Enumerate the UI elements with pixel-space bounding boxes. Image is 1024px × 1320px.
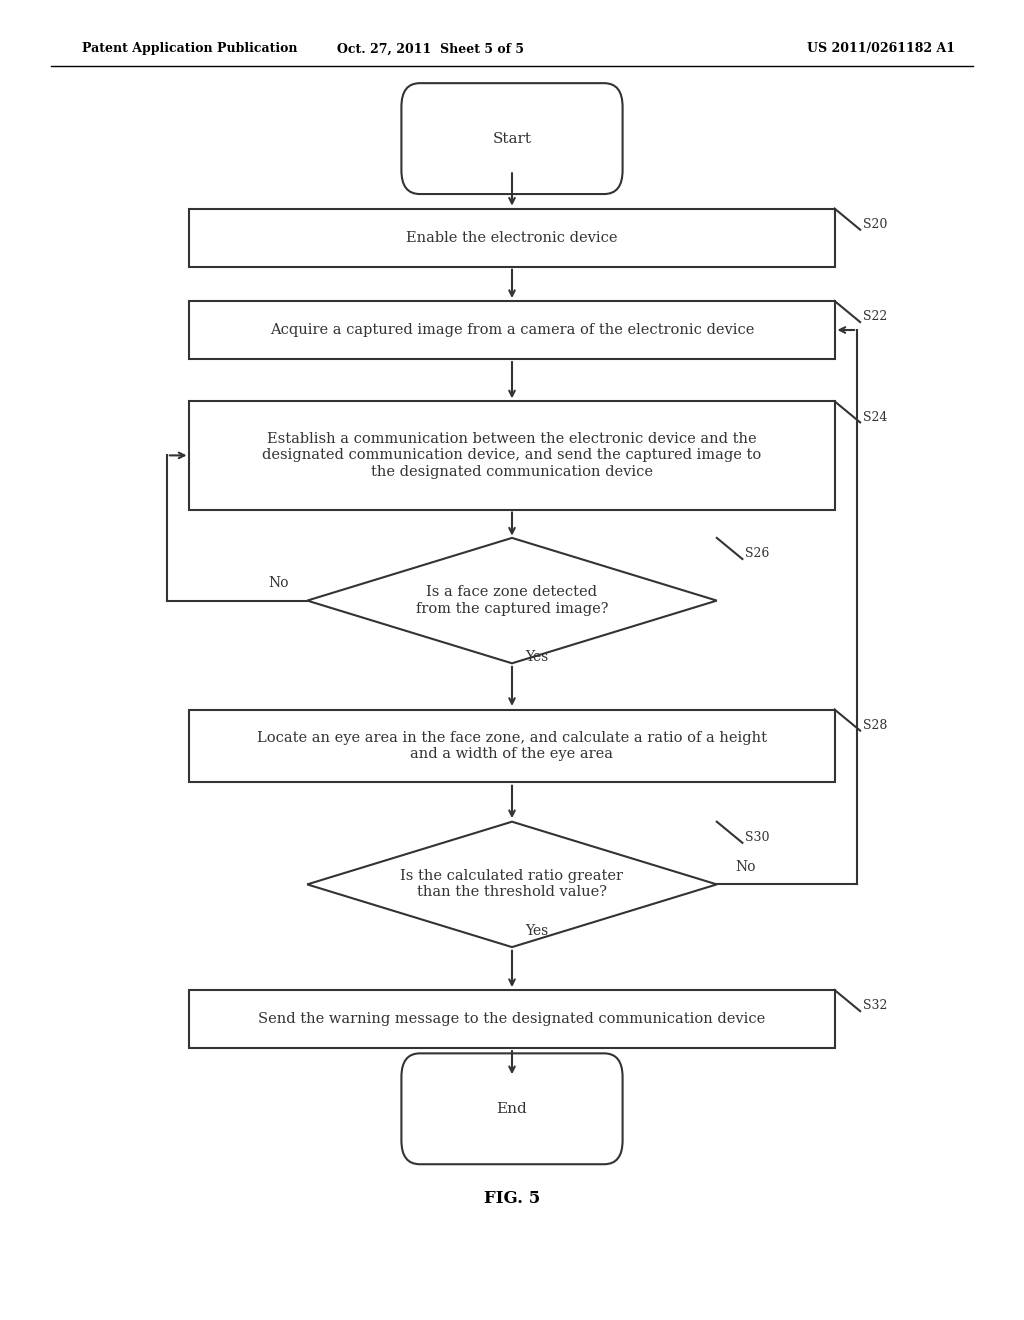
Bar <box>189 401 835 510</box>
Bar <box>189 710 835 781</box>
Text: No: No <box>268 577 289 590</box>
Text: S28: S28 <box>863 719 888 731</box>
Text: Patent Application Publication: Patent Application Publication <box>82 42 297 55</box>
Text: End: End <box>497 1102 527 1115</box>
Text: Locate an eye area in the face zone, and calculate a ratio of a height
and a wid: Locate an eye area in the face zone, and… <box>257 731 767 760</box>
Text: Enable the electronic device: Enable the electronic device <box>407 231 617 244</box>
Bar <box>189 301 835 359</box>
Text: Is the calculated ratio greater
than the threshold value?: Is the calculated ratio greater than the… <box>400 870 624 899</box>
Text: Acquire a captured image from a camera of the electronic device: Acquire a captured image from a camera o… <box>269 323 755 337</box>
Text: S22: S22 <box>863 310 888 323</box>
Text: S20: S20 <box>863 218 888 231</box>
FancyBboxPatch shape <box>401 1053 623 1164</box>
FancyBboxPatch shape <box>401 83 623 194</box>
Text: S30: S30 <box>745 832 770 843</box>
Bar <box>189 209 835 267</box>
Text: S32: S32 <box>863 999 888 1012</box>
Text: S24: S24 <box>863 411 888 424</box>
Text: S26: S26 <box>745 548 770 560</box>
Text: No: No <box>735 861 756 874</box>
Text: Start: Start <box>493 132 531 145</box>
Text: Send the warning message to the designated communication device: Send the warning message to the designat… <box>258 1012 766 1026</box>
Text: Oct. 27, 2011  Sheet 5 of 5: Oct. 27, 2011 Sheet 5 of 5 <box>337 42 523 55</box>
Polygon shape <box>307 539 717 663</box>
Polygon shape <box>307 821 717 948</box>
Text: Yes: Yes <box>525 924 549 937</box>
Bar <box>189 990 835 1048</box>
Text: US 2011/0261182 A1: US 2011/0261182 A1 <box>807 42 954 55</box>
Text: Yes: Yes <box>525 651 549 664</box>
Text: Establish a communication between the electronic device and the
designated commu: Establish a communication between the el… <box>262 432 762 479</box>
Text: Is a face zone detected
from the captured image?: Is a face zone detected from the capture… <box>416 586 608 615</box>
Text: FIG. 5: FIG. 5 <box>484 1191 540 1206</box>
